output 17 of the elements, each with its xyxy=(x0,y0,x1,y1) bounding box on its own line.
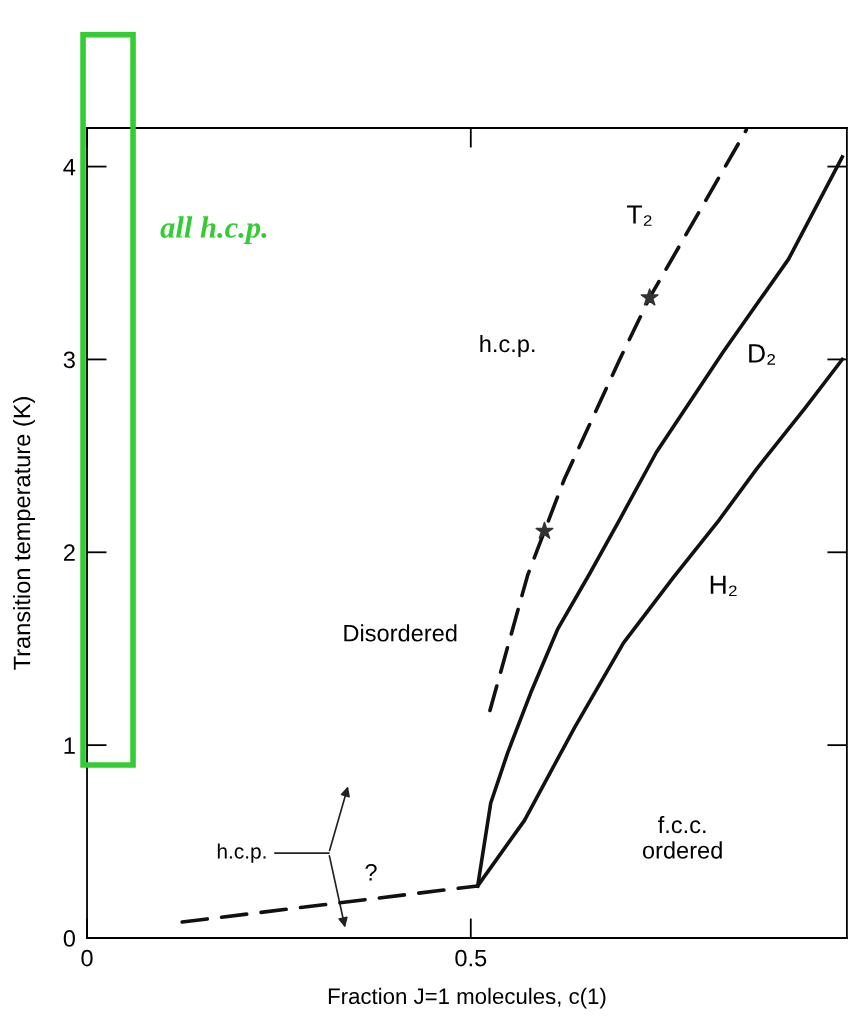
y-tick-label: 0 xyxy=(63,930,75,947)
annotation: H₂ xyxy=(710,575,737,597)
annotation: f.c.c. ordered xyxy=(642,815,722,859)
x-axis-title: Fraction J=1 molecules, c(1) xyxy=(328,987,606,1009)
annotation: D₂ xyxy=(749,344,776,365)
annotation: Disordered xyxy=(344,624,457,642)
annotation: ? xyxy=(365,863,377,881)
x-tick-label: 0.5 xyxy=(455,949,487,967)
y-tick-label: 4 xyxy=(63,158,76,176)
annotation: h.c.p. xyxy=(480,334,535,357)
annotation: T₂ xyxy=(627,205,652,226)
y-tick-label: 2 xyxy=(63,544,75,561)
y-tick-label: 3 xyxy=(63,351,75,369)
y-tick-label: 1 xyxy=(64,737,75,754)
annotation: all h.c.p. xyxy=(160,216,267,245)
annotation: h.c.p. xyxy=(217,843,266,863)
y-axis-title: Transition temperature (K) xyxy=(12,397,35,670)
